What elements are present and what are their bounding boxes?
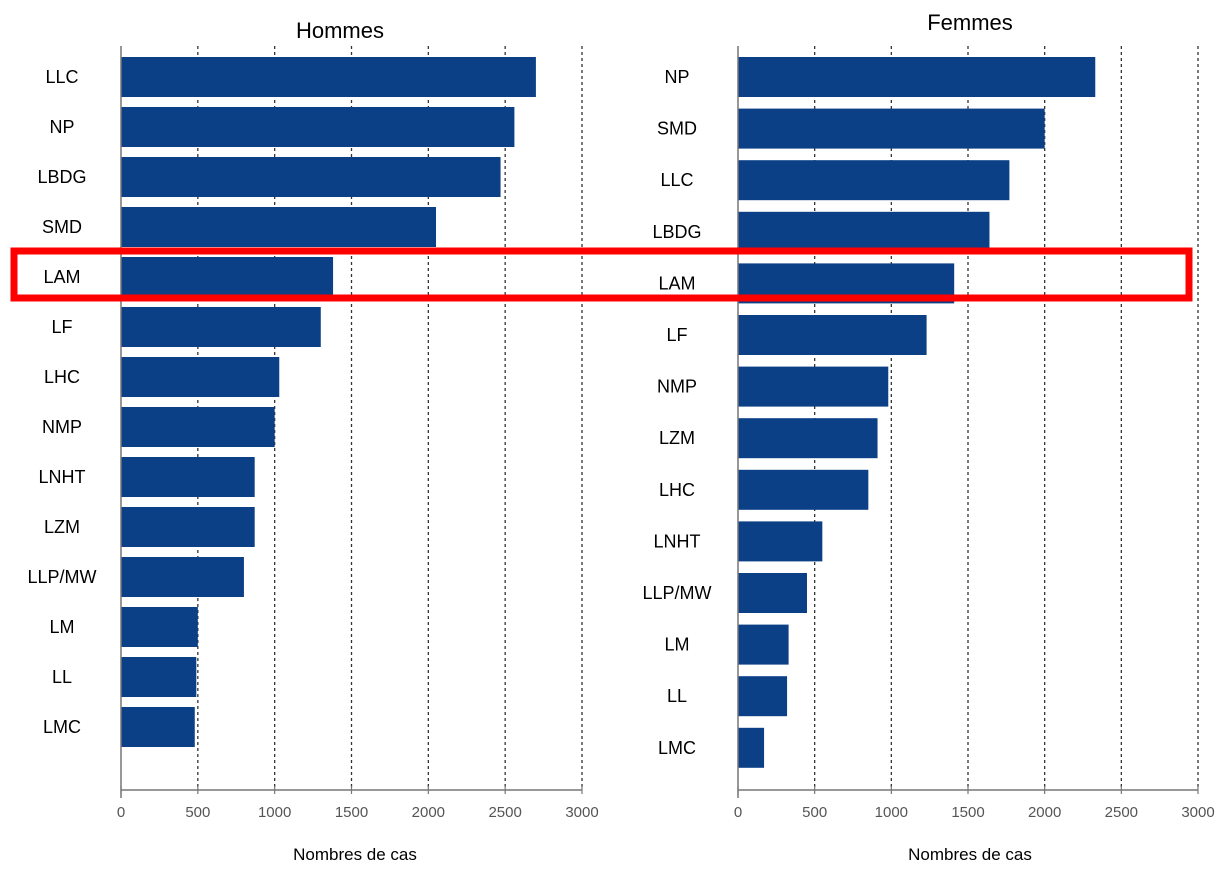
bar-lam — [121, 257, 334, 297]
category-label-np: NP — [49, 117, 74, 137]
bar-np — [738, 57, 1096, 97]
x-tick-label: 2000 — [1028, 804, 1061, 821]
category-label-lnht: LNHT — [38, 467, 85, 487]
category-label-ll: LL — [52, 667, 72, 687]
highlight-box-lam — [10, 247, 1193, 302]
bars-hommes — [121, 57, 536, 747]
category-label-lbdg: LBDG — [37, 167, 86, 187]
bar-smd — [121, 207, 437, 247]
x-tick-label: 0 — [117, 804, 125, 821]
x-tick-label: 3000 — [1181, 804, 1214, 821]
bars-femmes — [738, 57, 1096, 768]
category-label-lam: LAM — [658, 273, 695, 293]
category-label-lnht: LNHT — [653, 531, 700, 551]
bar-smd — [738, 108, 1045, 149]
category-label-lmc: LMC — [43, 717, 81, 737]
x-tick-label: 2500 — [488, 804, 521, 821]
gridlines-femmes — [814, 46, 1199, 790]
category-label-llp-mw: LLP/MW — [642, 583, 711, 603]
bar-lbdg — [738, 211, 990, 252]
bar-lmc — [738, 727, 765, 768]
x-tick-label: 0 — [734, 804, 742, 821]
category-label-smd: SMD — [42, 217, 82, 237]
x-tick-label: 1000 — [258, 804, 291, 821]
category-label-smd: SMD — [657, 119, 697, 139]
category-label-ll: LL — [667, 686, 687, 706]
category-labels-hommes: LLC NP LBDG SMD LAM LF LHC NMP LNHT LZM LLP/MW LM LL… — [27, 67, 96, 737]
category-label-lm: LM — [49, 617, 74, 637]
panel-hommes: Hommes Nombres de cas LLCNPLBDGSMDLAMLFL… — [27, 18, 598, 864]
x-tick-label: 500 — [802, 804, 827, 821]
bar-llp-mw — [121, 557, 244, 597]
bar-lm — [738, 624, 789, 665]
category-label-lmc: LMC — [658, 738, 696, 758]
category-label-np: NP — [664, 67, 689, 87]
chart-title-hommes: Hommes — [296, 18, 384, 43]
bar-llc — [738, 160, 1010, 201]
category-label-lf: LF — [51, 317, 72, 337]
bar-lzm — [121, 507, 255, 547]
bar-lbdg — [121, 157, 501, 197]
bar-lnht — [738, 521, 823, 562]
bar-lf — [121, 307, 321, 347]
chart-title-femmes: Femmes — [927, 10, 1013, 35]
category-label-llc: LLC — [660, 170, 693, 190]
x-ticks-hommes: 0 500 1000 1500 2000 2500 3000 — [117, 786, 599, 821]
bar-llc — [121, 57, 536, 97]
panel-femmes: Femmes Nombres de cas NPSMDLLCLBDGLAMLFN… — [642, 10, 1214, 864]
x-tick-label: 1500 — [335, 804, 368, 821]
bar-nmp — [121, 407, 275, 447]
bar-ll — [121, 657, 197, 697]
x-tick-label: 2000 — [412, 804, 445, 821]
x-axis-label-hommes: Nombres de cas — [293, 845, 417, 864]
category-label-lzm: LZM — [44, 517, 80, 537]
bar-llp-mw — [738, 573, 807, 613]
category-label-llc: LLC — [45, 67, 78, 87]
category-label-lf: LF — [666, 325, 687, 345]
category-label-lbdg: LBDG — [652, 222, 701, 242]
category-label-lam: LAM — [43, 267, 80, 287]
x-tick-label: 2500 — [1105, 804, 1138, 821]
x-tick-label: 1000 — [875, 804, 908, 821]
bar-lhc — [121, 357, 280, 397]
bar-lmc — [121, 707, 195, 747]
category-label-lhc: LHC — [659, 480, 695, 500]
bar-ll — [738, 676, 788, 717]
bar-lzm — [738, 418, 878, 459]
category-labels-femmes: NP SMD LLC LBDG LAM LF NMP LZM LHC LNHT LLP/MW LM LL… — [642, 67, 711, 758]
category-label-nmp: NMP — [42, 417, 82, 437]
bar-lnht — [121, 457, 255, 497]
category-label-lm: LM — [664, 635, 689, 655]
category-label-nmp: NMP — [657, 377, 697, 397]
x-axis-label-femmes: Nombres de cas — [908, 845, 1032, 864]
bar-nmp — [738, 366, 889, 407]
x-ticks-femmes: 0 500 1000 1500 2000 2500 3000 — [734, 786, 1215, 821]
bar-lm — [121, 607, 198, 647]
x-tick-label: 1500 — [951, 804, 984, 821]
bar-np — [121, 107, 515, 147]
bar-lhc — [738, 469, 869, 510]
category-label-lhc: LHC — [44, 367, 80, 387]
x-tick-label: 3000 — [565, 804, 598, 821]
x-tick-label: 500 — [185, 804, 210, 821]
category-label-lzm: LZM — [659, 428, 695, 448]
category-label-llp-mw: LLP/MW — [27, 567, 96, 587]
bar-lf — [738, 315, 927, 355]
